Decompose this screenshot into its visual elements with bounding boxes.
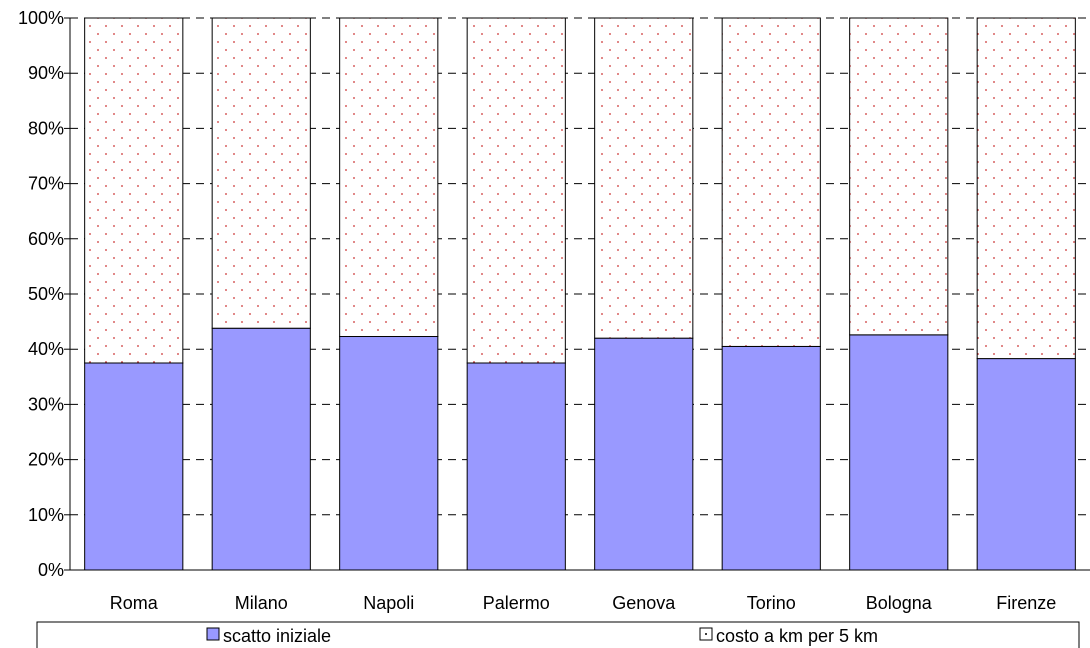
bar-scatto-iniziale xyxy=(211,327,311,571)
y-tick-label: 70% xyxy=(28,174,64,194)
bar-scatto-iniziale xyxy=(976,358,1076,571)
bar-costo-km xyxy=(721,17,821,347)
y-tick-label: 20% xyxy=(28,450,64,470)
bar-scatto-iniziale xyxy=(339,336,439,571)
bar-costo-km xyxy=(211,17,311,329)
x-tick-label: Milano xyxy=(235,593,288,613)
legend: scatto iniziale costo a km per 5 km xyxy=(36,621,1080,648)
legend-swatch-scatto-iniziale xyxy=(206,627,220,641)
bar-scatto-iniziale xyxy=(84,362,184,571)
bar-scatto-iniziale xyxy=(466,362,566,571)
x-tick-label: Genova xyxy=(612,593,676,613)
bar-costo-km xyxy=(849,17,949,336)
y-axis-ticks: 0% 10% 20% 30% 40% 50% 60% 70% 80% 90% 100% xyxy=(18,8,70,580)
y-tick-label: 90% xyxy=(28,63,64,83)
x-tick-label: Torino xyxy=(747,593,796,613)
x-tick-label: Firenze xyxy=(996,593,1056,613)
y-tick-label: 60% xyxy=(28,229,64,249)
y-tick-label: 30% xyxy=(28,394,64,414)
x-axis-labels: Roma Milano Napoli Palermo Genova Torino Bolog… xyxy=(110,593,1057,613)
y-tick-label: 80% xyxy=(28,118,64,138)
legend-box xyxy=(36,621,1080,648)
bar-costo-km xyxy=(976,17,1076,360)
bar-scatto-iniziale xyxy=(721,345,821,571)
y-tick-label: 40% xyxy=(28,339,64,359)
bar-scatto-iniziale xyxy=(849,334,949,571)
bar-costo-km xyxy=(84,17,184,364)
x-tick-label: Bologna xyxy=(866,593,933,613)
x-tick-label: Napoli xyxy=(363,593,414,613)
bar-costo-km xyxy=(466,17,566,364)
x-tick-label: Roma xyxy=(110,593,159,613)
legend-label-costo-km: costo a km per 5 km xyxy=(716,626,878,646)
y-tick-label: 10% xyxy=(28,505,64,525)
y-tick-label: 50% xyxy=(28,284,64,304)
y-tick-label: 100% xyxy=(18,8,64,28)
bars xyxy=(84,17,1076,571)
axes xyxy=(69,18,1090,571)
bar-scatto-iniziale xyxy=(594,337,694,571)
legend-label-scatto-iniziale: scatto iniziale xyxy=(223,626,331,646)
y-tick-label: 0% xyxy=(38,560,64,580)
x-tick-label: Palermo xyxy=(483,593,550,613)
bar-costo-km xyxy=(594,17,694,339)
bar-costo-km xyxy=(339,17,439,338)
legend-swatch-dot xyxy=(705,633,707,635)
